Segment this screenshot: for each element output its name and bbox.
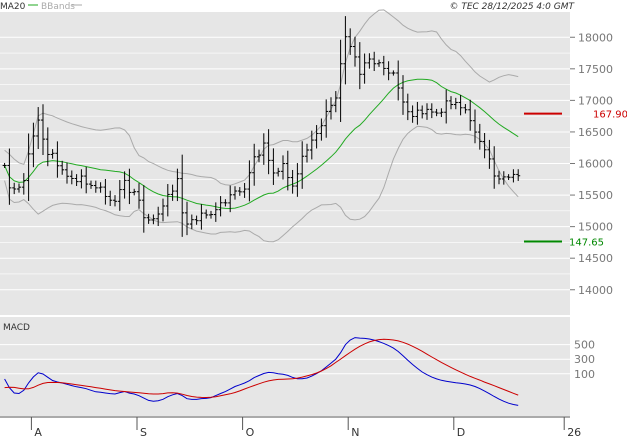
legend-bbands: BBands [41,2,75,12]
bollinger-bands [4,9,519,243]
price-tick-label: 16000 [578,158,613,171]
macd-title: MACD [3,323,30,333]
ma20-path [4,78,519,210]
price-tick-label: 14000 [578,284,613,297]
price-tick-label: 15500 [578,189,613,202]
macd-tick-label: 100 [574,368,595,381]
support-label: 147.65 [569,237,604,248]
x-tick-label: A [34,426,42,439]
copyright-text: © TEC 28/12/2025 4:0 GMT [449,2,575,12]
x-tick-label: O [246,426,255,439]
price-tick-label: 17000 [578,94,613,107]
price-tick-label: 15000 [578,221,613,234]
price-levels: 167.90 147.65 [524,110,627,248]
price-tick-label: 16500 [578,126,613,139]
ma20-line [4,78,519,210]
price-axis: 18000 17500 17000 16500 16000 15500 15000 14500… [570,31,613,297]
x-tick-label: D [457,426,465,439]
price-bars [2,16,521,237]
resistance-label: 167.90 [593,110,627,121]
price-tick-label: 18000 [578,31,613,44]
macd-grid [0,344,570,375]
x-tick-label: S [140,426,147,439]
x-tick-label: 26 [567,426,581,439]
macd-panel [0,317,570,416]
macd-tick-label: 500 [574,339,595,352]
x-tick-label: N [351,426,359,439]
macd-tick-label: 300 [574,353,595,366]
macd-lines [4,337,519,406]
price-tick-label: 14500 [578,252,613,265]
macd-series-macd [4,337,519,406]
price-tick-label: 17500 [578,63,613,76]
legend-ma20: MA20 [0,2,26,12]
x-axis: A S O N D 26 [30,417,581,439]
price-grid [0,36,570,291]
macd-series-signal [4,338,519,399]
bband-lower [4,125,519,243]
bband-upper [4,9,519,186]
